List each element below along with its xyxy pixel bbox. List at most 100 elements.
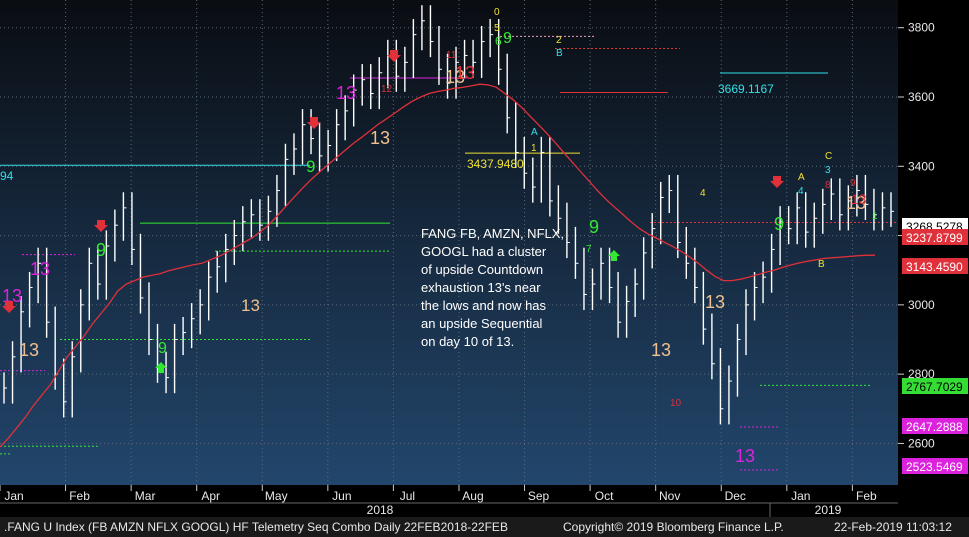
sequential-mark: 13 — [19, 340, 39, 360]
x-tick-label: Feb — [69, 489, 90, 503]
sequential-mark: 9 — [306, 157, 315, 176]
x-tick-label: Jan — [791, 489, 810, 503]
sequential-mark: 13 — [336, 83, 356, 103]
y-tick-label: 3800 — [908, 21, 935, 35]
up-arrow-icon — [608, 250, 620, 261]
price-label-box — [902, 418, 968, 434]
y-tick-label: 2600 — [908, 436, 935, 450]
down-arrow-icon — [770, 176, 784, 188]
sequential-mark: 12 — [381, 84, 393, 95]
sequential-mark: 11 — [446, 50, 457, 61]
sequential-mark: 9 — [96, 240, 106, 260]
annotation-line: of upside Countdown — [421, 262, 543, 277]
sequential-mark: 9 — [503, 30, 512, 47]
sequential-mark: 3 — [825, 165, 831, 176]
sequential-mark: 13 — [455, 63, 475, 83]
x-tick-label: Jun — [332, 489, 351, 503]
footer-timestamp: 22-Feb-2019 11:03:12 — [834, 520, 952, 534]
sequential-mark: 9 — [589, 217, 599, 237]
y-tick-label: 3600 — [908, 90, 935, 104]
sequential-mark: 13 — [735, 446, 755, 466]
price-label-box — [902, 258, 968, 274]
x-tick-label: Jan — [4, 489, 23, 503]
sequential-mark: 9 — [158, 340, 167, 357]
sequential-mark: 13 — [705, 292, 725, 312]
moving-average-line — [0, 83, 876, 448]
down-arrow-icon — [94, 220, 108, 232]
x-tick-label: Jul — [400, 489, 415, 503]
year-label: 2019 — [815, 503, 842, 517]
level-value-label: 3437.9480 — [467, 157, 524, 171]
price-label-text: 3237.8799 — [906, 231, 963, 245]
x-tick-label: Aug — [462, 489, 483, 503]
sequential-mark: 0 — [494, 7, 500, 18]
sequential-mark: 4 — [798, 186, 804, 197]
sequential-mark: 2 — [556, 35, 562, 46]
down-arrow-icon — [2, 301, 16, 313]
x-tick-label: Oct — [595, 489, 614, 503]
up-arrow-icon — [155, 362, 167, 373]
sequential-mark: 13 — [851, 191, 867, 207]
down-arrow-icon — [307, 117, 321, 129]
sequential-mark: A — [798, 172, 805, 183]
sequential-mark: 5 — [494, 23, 500, 34]
sequential-mark: 9 — [774, 214, 784, 234]
gridlines — [0, 0, 898, 485]
annotation-line: an upside Sequential — [421, 316, 543, 331]
sequential-mark: 13 — [241, 296, 260, 315]
sequential-mark: 1 — [531, 143, 537, 154]
footer-copyright: Copyright© 2019 Bloomberg Finance L.P. — [563, 520, 784, 534]
x-tick-label: Feb — [856, 489, 877, 503]
sequential-mark: 13 — [846, 193, 866, 213]
y-tick-label: 2800 — [908, 367, 935, 381]
price-labels: 3268.52783237.87993143.45902767.70292647… — [902, 218, 968, 474]
price-label-box — [902, 378, 968, 394]
annotation-line: the lows and now has — [421, 298, 547, 313]
y-tick-label: 3000 — [908, 298, 935, 312]
x-tick-label: Apr — [201, 489, 220, 503]
footer-ticker: .FANG U Index (FB AMZN NFLX GOOGL) HF Te… — [4, 520, 508, 534]
price-label-text: 2767.7029 — [906, 380, 963, 394]
x-tick-label: Sep — [528, 489, 550, 503]
level-value-label: 3669.1167 — [718, 82, 774, 96]
sequential-mark: A — [531, 127, 538, 138]
sequential-mark: 1 — [872, 211, 878, 222]
price-label-box — [902, 458, 968, 474]
down-arrow-icon — [387, 50, 401, 62]
x-tick-label: Nov — [659, 489, 680, 503]
annotation-line: FANG FB, AMZN, NFLX, — [421, 226, 564, 241]
sequential-mark: 13 — [445, 67, 465, 87]
sequential-mark: 10 — [670, 398, 682, 409]
price-label-text: 3143.4590 — [906, 260, 963, 274]
level-value-label: 94 — [0, 169, 14, 183]
sequential-mark: 9 — [850, 178, 856, 189]
sequential-mark: 4 — [700, 188, 706, 199]
annotation-line: exhaustion 13's near — [421, 280, 541, 295]
sequential-mark: B — [556, 48, 563, 59]
footer-bar: .FANG U Index (FB AMZN NFLX GOOGL) HF Te… — [0, 517, 969, 537]
level-lines — [0, 35, 898, 471]
x-tick-label: May — [265, 489, 288, 503]
plot-background — [0, 0, 898, 485]
sequential-mark: C — [825, 151, 832, 162]
sequential-mark: 13 — [651, 340, 671, 360]
x-axis-panel — [0, 485, 898, 517]
sequential-mark: 6 — [495, 34, 502, 48]
annotation-line: on day 10 of 13. — [421, 334, 514, 349]
y-tick-label: 3400 — [908, 159, 935, 173]
x-tick-label: Dec — [725, 489, 746, 503]
year-label: 2018 — [367, 503, 394, 517]
price-label-text: 2647.2888 — [906, 420, 963, 434]
price-bars — [3, 5, 894, 425]
annotation-line: GOOGL had a cluster — [421, 244, 547, 259]
price-label-text: 2523.5469 — [906, 460, 963, 474]
moving-average — [0, 83, 876, 448]
sequential-mark: 13 — [370, 128, 390, 148]
x-axis: Jan Feb Mar Apr May Jun Jul Aug Sep Oct Nov Dec Jan F… — [0, 485, 898, 517]
level-value-labels: 3669.1167 3437.9480 94 — [0, 82, 774, 183]
sequential-mark: B — [818, 259, 825, 270]
sequential-mark: 13 — [30, 259, 50, 279]
x-tick-label: Mar — [135, 489, 156, 503]
